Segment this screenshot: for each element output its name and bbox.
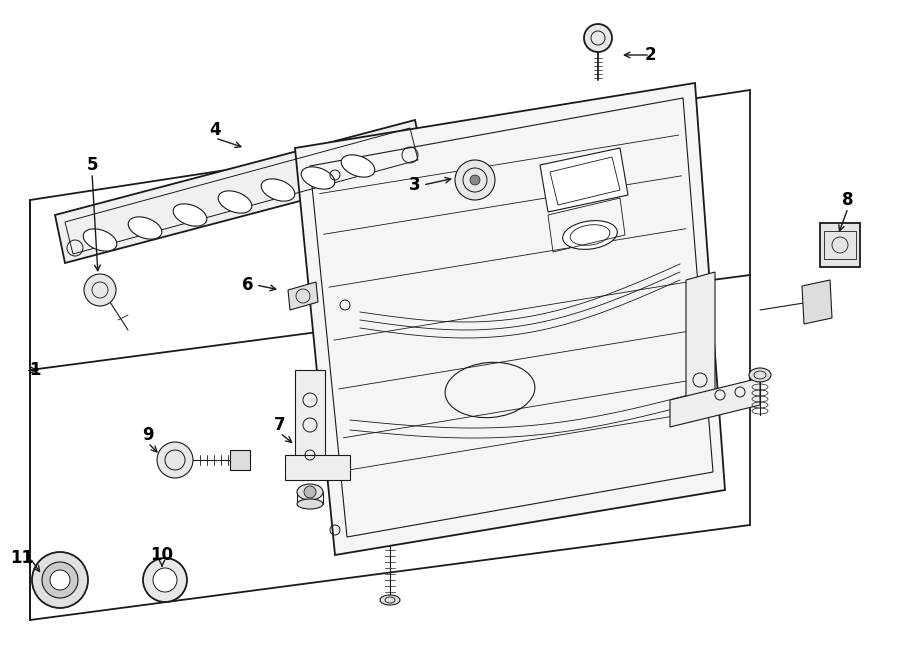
Polygon shape (295, 370, 325, 470)
Polygon shape (55, 120, 425, 263)
Text: 7: 7 (274, 416, 286, 434)
Polygon shape (820, 223, 860, 267)
Text: 10: 10 (150, 546, 174, 564)
Polygon shape (295, 83, 725, 555)
Ellipse shape (297, 484, 323, 500)
Circle shape (32, 552, 88, 608)
Polygon shape (285, 455, 350, 480)
Polygon shape (288, 282, 318, 310)
Text: 1: 1 (30, 361, 40, 379)
Text: 9: 9 (142, 426, 154, 444)
Circle shape (143, 558, 187, 602)
Text: 2: 2 (644, 46, 656, 64)
Polygon shape (686, 272, 715, 408)
Circle shape (153, 568, 177, 592)
Circle shape (470, 175, 480, 185)
Ellipse shape (302, 167, 335, 189)
Text: 6: 6 (242, 276, 254, 294)
Text: 11: 11 (11, 549, 33, 567)
Ellipse shape (261, 179, 295, 201)
Ellipse shape (341, 155, 374, 177)
Ellipse shape (380, 595, 400, 605)
Text: 4: 4 (209, 121, 220, 139)
Text: 8: 8 (842, 191, 854, 209)
Text: 3: 3 (410, 176, 421, 194)
Circle shape (84, 274, 116, 306)
Polygon shape (30, 275, 750, 620)
Ellipse shape (297, 499, 323, 509)
Polygon shape (540, 148, 628, 212)
Circle shape (42, 562, 78, 598)
Circle shape (157, 442, 193, 478)
Polygon shape (230, 450, 250, 470)
Ellipse shape (749, 368, 771, 382)
Ellipse shape (562, 220, 617, 250)
Polygon shape (670, 378, 760, 427)
Circle shape (455, 160, 495, 200)
Ellipse shape (218, 191, 252, 213)
Circle shape (584, 24, 612, 52)
Polygon shape (802, 280, 832, 324)
Circle shape (304, 486, 316, 498)
Ellipse shape (128, 217, 162, 239)
Ellipse shape (83, 229, 117, 251)
Circle shape (50, 570, 70, 590)
Text: 5: 5 (86, 156, 98, 174)
Ellipse shape (173, 204, 207, 226)
